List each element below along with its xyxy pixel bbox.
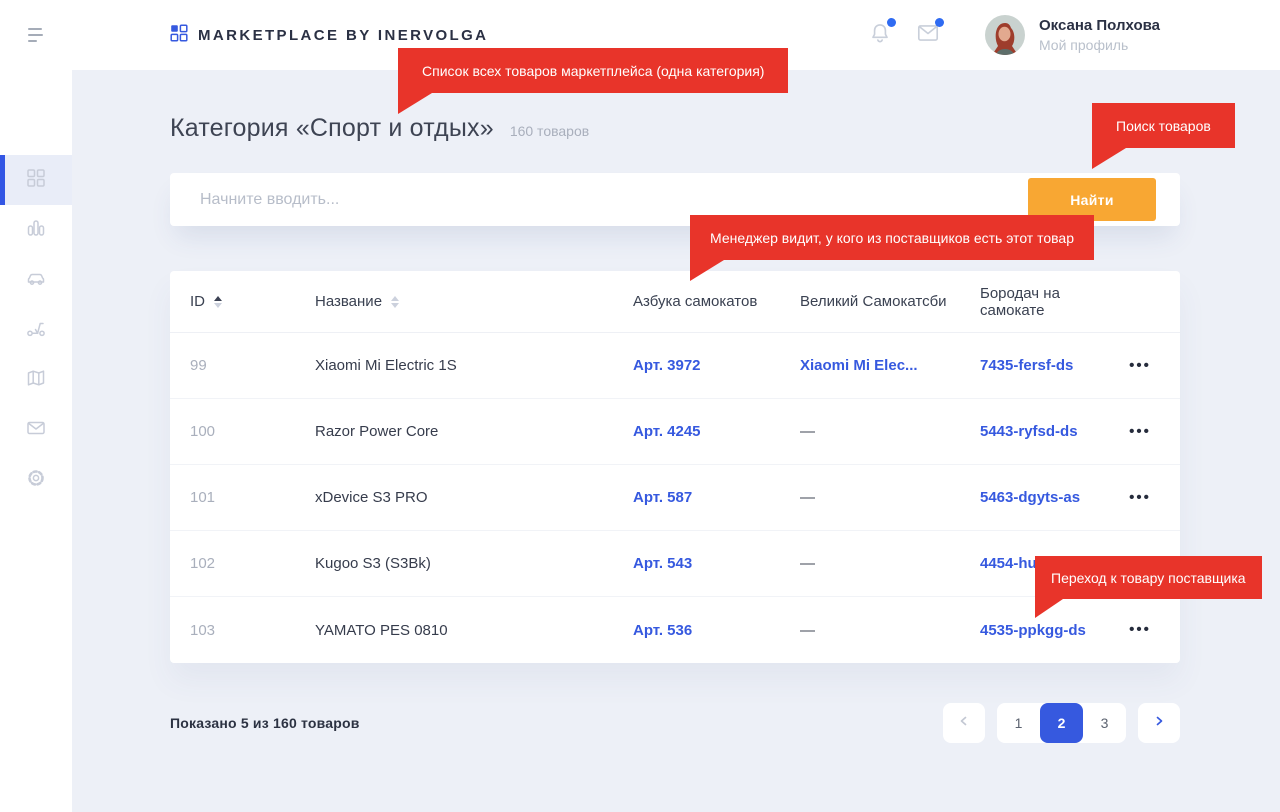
brand: MARKETPLACE BY INERVOLGA — [170, 23, 489, 47]
column-header-name[interactable]: Название — [315, 293, 633, 310]
cell-id: 101 — [190, 489, 216, 506]
table-header: ID Название Азбука самокатов Великий Сам… — [170, 271, 1180, 333]
next-page-button[interactable] — [1138, 703, 1180, 743]
tooltip-supplier-link: Переход к товару поставщика — [1035, 556, 1262, 618]
cell-id: 103 — [190, 621, 216, 639]
sidebar-item-vehicles[interactable] — [0, 255, 72, 305]
empty-value: — — [800, 423, 815, 440]
tooltip-category-list: Список всех товаров маркетплейса (одна к… — [398, 48, 789, 114]
supplier3-product-link[interactable]: 5443-ryfsd-ds — [980, 423, 1078, 440]
column-header-id[interactable]: ID — [190, 293, 315, 310]
supplier1-product-link[interactable]: Арт. 536 — [633, 621, 693, 639]
chevron-left-icon — [957, 714, 971, 733]
table-row: 100 Razor Power Core Арт. 4245 — 5443-ry… — [170, 399, 1180, 465]
empty-value: — — [800, 621, 815, 639]
main-content: Категория «Спорт и отдых» 160 товаров На… — [72, 70, 1280, 812]
supplier3-product-link[interactable]: 4454-hu — [980, 555, 1037, 572]
cell-id: 99 — [190, 357, 207, 374]
supplier3-product-link[interactable]: 7435-fersf-ds — [980, 357, 1074, 374]
cell-id: 102 — [190, 555, 216, 572]
prev-page-button[interactable] — [943, 703, 985, 743]
messages-badge — [934, 17, 944, 27]
user-profile-link: Мой профиль — [1038, 37, 1129, 53]
profile-menu[interactable]: Оксана Полхова Мой профиль — [984, 15, 1160, 55]
scooter-icon — [25, 317, 47, 344]
messages-button[interactable] — [915, 17, 944, 51]
search-input[interactable] — [200, 190, 1028, 209]
mail-icon — [915, 20, 941, 51]
supplier1-product-link[interactable]: Арт. 543 — [633, 555, 693, 572]
sidebar-item-delivery[interactable] — [0, 305, 72, 355]
cell-product-name: Razor Power Core — [315, 423, 439, 440]
empty-value: — — [800, 489, 815, 506]
pagination: 1 2 3 — [943, 703, 1180, 743]
cell-product-name: Kugoo S3 (S3Bk) — [315, 555, 431, 572]
avatar — [984, 15, 1025, 55]
topbar-actions: Оксана Полхова Мой профиль — [867, 15, 1160, 55]
topbar: MARKETPLACE BY INERVOLGA Оксана — [72, 0, 1280, 70]
sidebar-nav — [0, 155, 72, 505]
column-header-supplier3: Бородач на самокате — [980, 284, 1060, 319]
page-numbers: 1 2 3 — [997, 703, 1126, 743]
ellipsis-icon[interactable]: ••• — [1129, 488, 1151, 506]
grid-icon — [25, 167, 47, 194]
supplier1-product-link[interactable]: Арт. 587 — [633, 489, 693, 506]
table-footer: Показано 5 из 160 товаров 1 2 3 — [170, 703, 1180, 743]
map-icon — [25, 367, 47, 394]
column-header-supplier2: Великий Самокатсби — [800, 293, 947, 310]
gear-icon — [25, 467, 47, 494]
notifications-button[interactable] — [867, 17, 896, 51]
products-count: 160 товаров — [509, 123, 590, 139]
bell-icon — [867, 20, 893, 51]
mail-icon — [25, 417, 47, 444]
chevron-right-icon — [1152, 714, 1166, 733]
cell-product-name: Xiaomi Mi Electric 1S — [315, 357, 457, 374]
sidebar — [0, 0, 72, 812]
supplier3-product-link[interactable]: 5463-dgyts-as — [980, 489, 1081, 506]
page-2-button-active[interactable]: 2 — [1040, 703, 1083, 743]
cell-id: 100 — [190, 423, 216, 440]
sidebar-item-map[interactable] — [0, 355, 72, 405]
cell-product-name: YAMATO PES 0810 — [315, 621, 448, 639]
ellipsis-icon[interactable]: ••• — [1129, 356, 1151, 374]
supplier1-product-link[interactable]: Арт. 3972 — [633, 357, 701, 374]
sidebar-item-stats[interactable] — [0, 205, 72, 255]
sidebar-item-catalog[interactable] — [0, 155, 72, 205]
page-3-button[interactable]: 3 — [1100, 715, 1109, 731]
search-button[interactable]: Найти — [1028, 178, 1156, 221]
ellipsis-icon[interactable]: ••• — [1129, 621, 1151, 638]
page-title: Категория «Спорт и отдых» — [170, 114, 494, 142]
supplier3-product-link[interactable]: 4535-ppkgg-ds — [980, 621, 1086, 639]
grid-logo-icon — [170, 23, 188, 47]
results-summary: Показано 5 из 160 товаров — [170, 715, 360, 731]
table-row: 99 Xiaomi Mi Electric 1S Арт. 3972 Xiaom… — [170, 333, 1180, 399]
sort-icon — [214, 295, 222, 308]
sidebar-item-settings[interactable] — [0, 455, 72, 505]
bar-chart-icon — [25, 217, 47, 244]
car-icon — [25, 267, 47, 294]
title-row: Категория «Спорт и отдых» 160 товаров — [170, 114, 1180, 143]
tooltip-search: Поиск товаров — [1092, 103, 1235, 169]
tooltip-manager: Менеджер видит, у кого из поставщиков ес… — [690, 215, 1094, 281]
notification-badge — [886, 17, 896, 27]
column-header-supplier1: Азбука самокатов — [633, 293, 758, 310]
supplier1-product-link[interactable]: Арт. 4245 — [633, 423, 701, 440]
user-name: Оксана Полхова — [1038, 17, 1160, 34]
brand-title: MARKETPLACE BY INERVOLGA — [198, 26, 489, 44]
page-1-button[interactable]: 1 — [1014, 715, 1023, 731]
sidebar-item-messages[interactable] — [0, 405, 72, 455]
hamburger-icon[interactable] — [0, 0, 72, 70]
table-row: 101 xDevice S3 PRO Арт. 587 — 5463-dgyts… — [170, 465, 1180, 531]
supplier2-product-link[interactable]: Xiaomi Mi Elec... — [800, 357, 918, 374]
products-table: ID Название Азбука самокатов Великий Сам… — [170, 271, 1180, 663]
table-row: 102 Kugoo S3 (S3Bk) Арт. 543 — 4454-hu •… — [170, 531, 1180, 597]
ellipsis-icon[interactable]: ••• — [1129, 422, 1151, 440]
sort-icon — [391, 295, 400, 308]
table-row: 103 YAMATO PES 0810 Арт. 536 — 4535-ppkg… — [170, 597, 1180, 663]
cell-product-name: xDevice S3 PRO — [315, 489, 428, 506]
empty-value: — — [800, 555, 815, 572]
